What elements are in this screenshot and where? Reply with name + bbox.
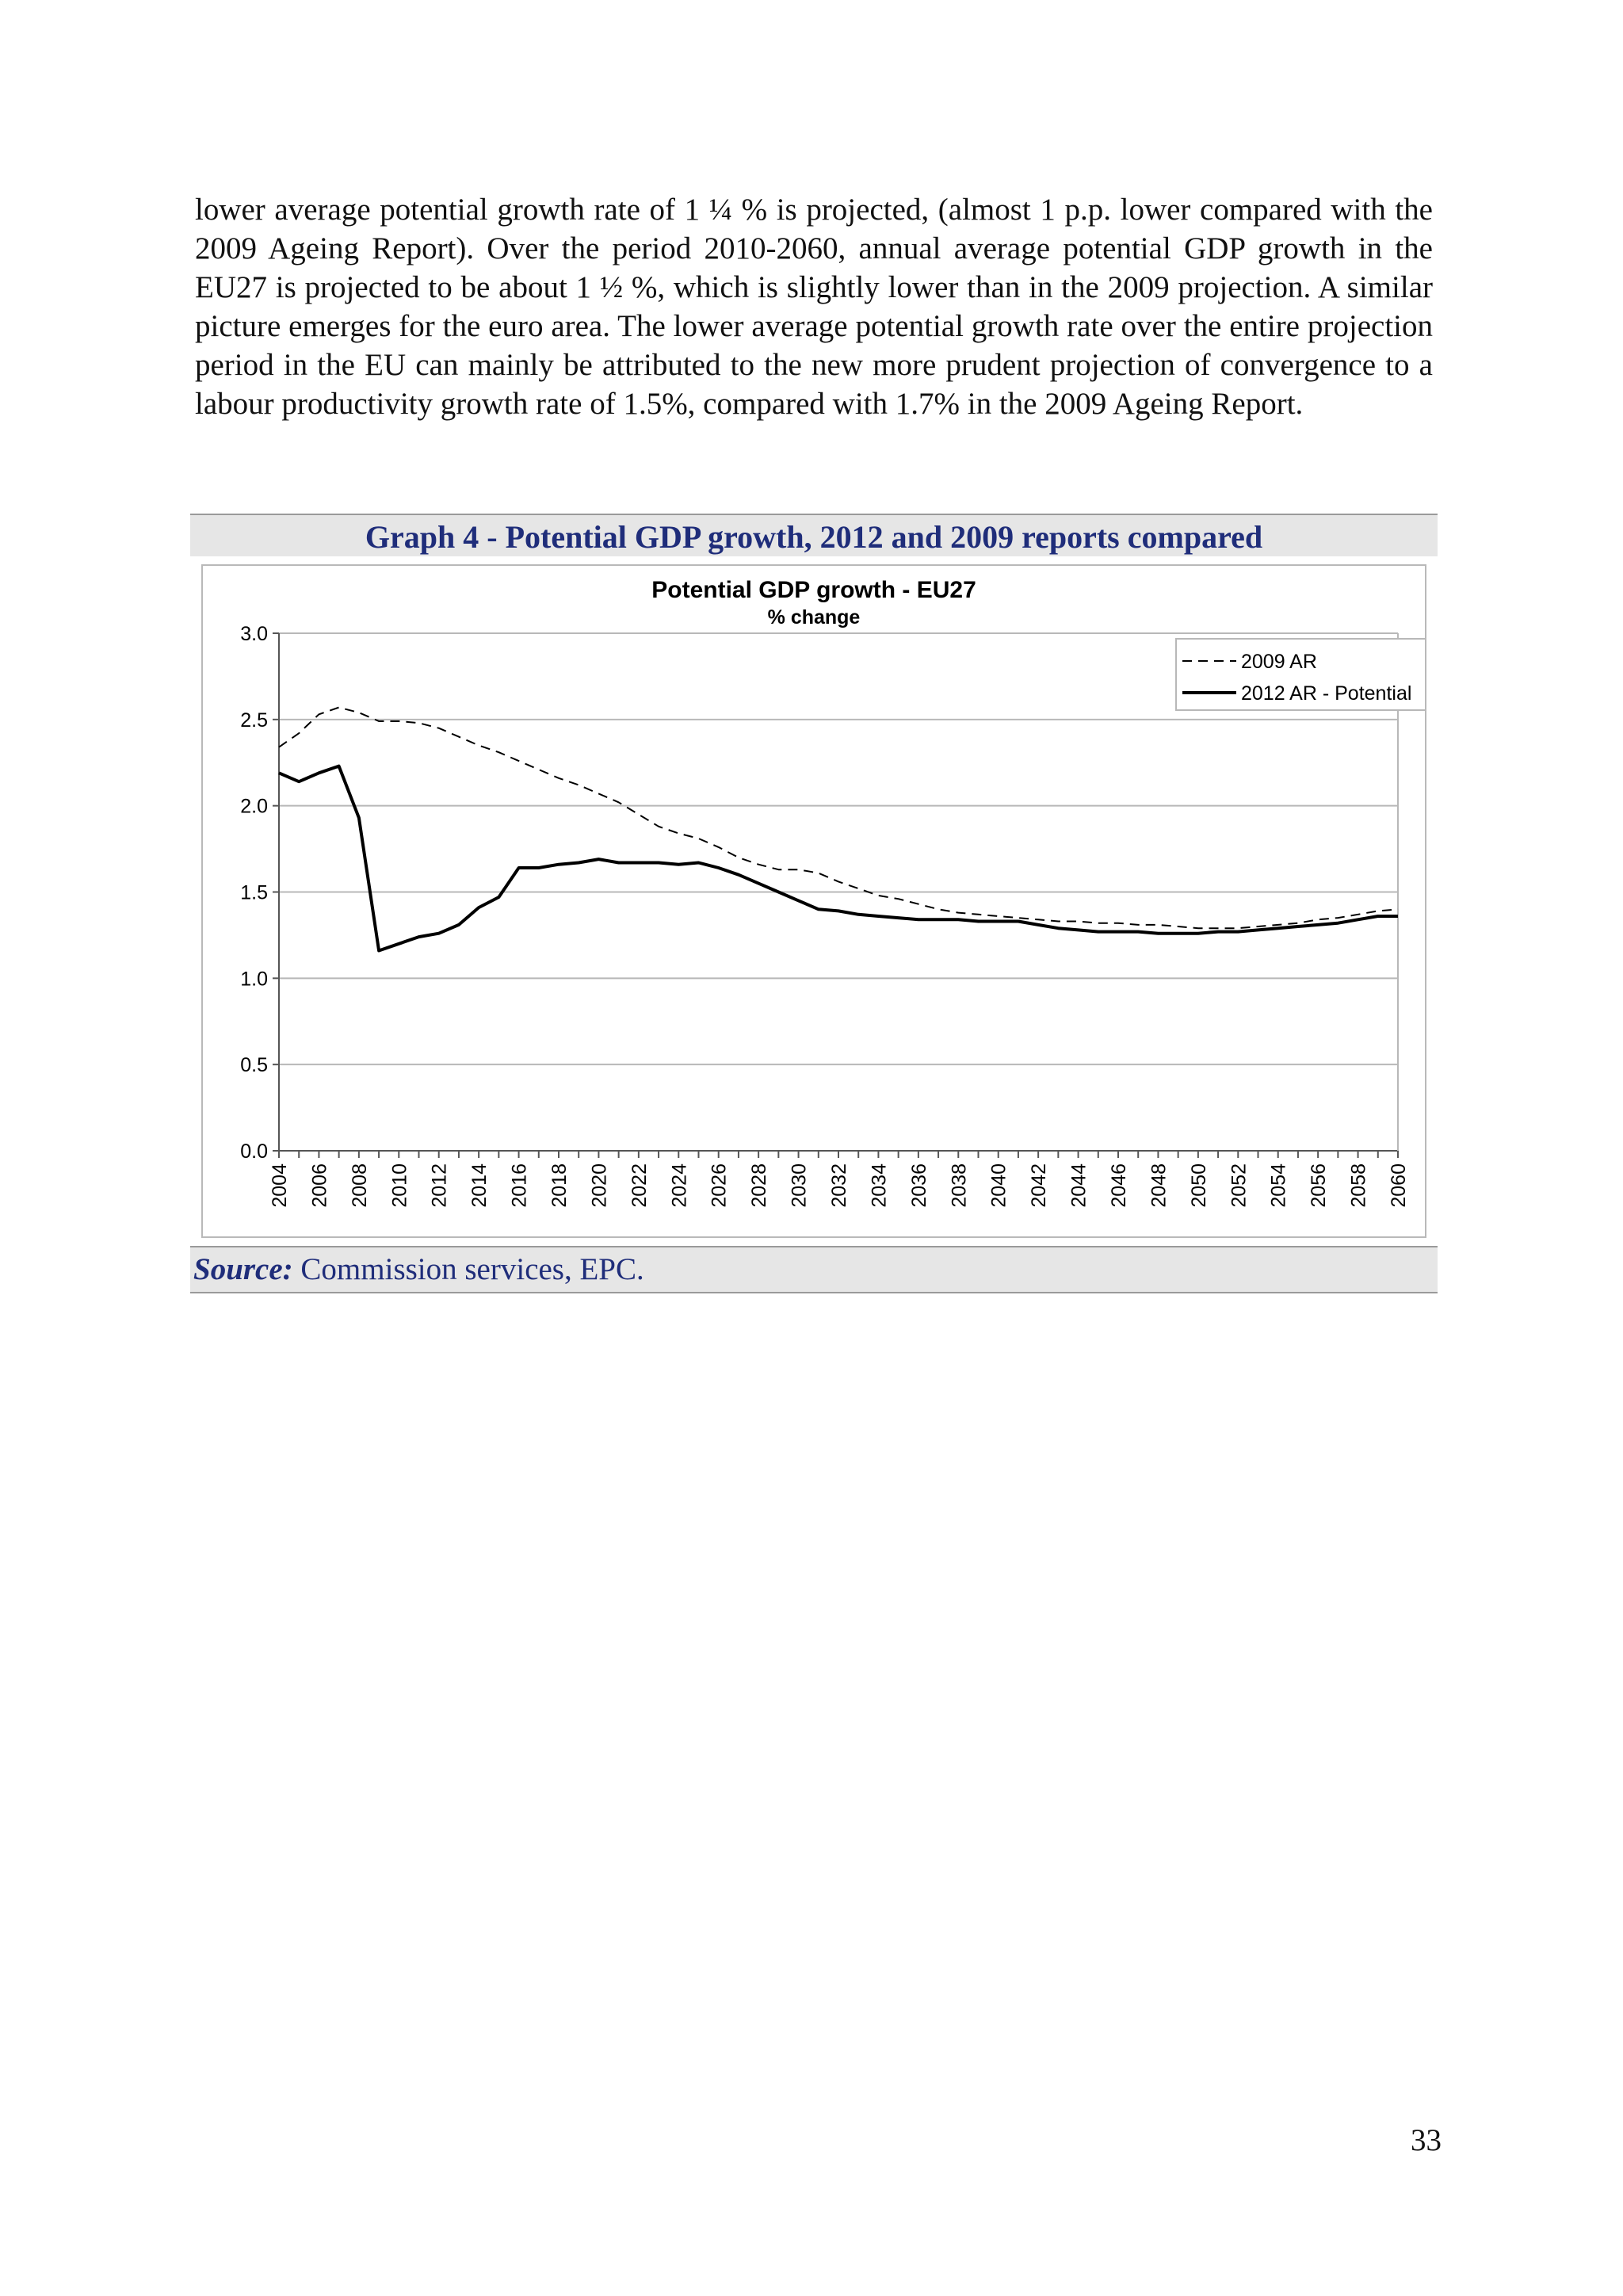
x-tick-label: 2024 — [668, 1163, 690, 1208]
chart-gridlines — [279, 632, 1398, 1066]
y-tick-label: 3.0 — [240, 623, 268, 645]
y-tick-label: 0.0 — [240, 1140, 268, 1163]
source-label: Source: — [193, 1252, 293, 1286]
x-tick-label: 2028 — [748, 1163, 770, 1208]
series-line-2012-ar-potential — [278, 764, 1398, 953]
x-tick-label: 2012 — [429, 1163, 451, 1208]
legend-label: 2012 AR - Potential — [1241, 682, 1411, 705]
x-tick-label: 2010 — [388, 1163, 411, 1208]
x-tick-label: 2006 — [308, 1163, 330, 1208]
series-line-2009-ar — [278, 706, 1399, 930]
x-tick-label: 2058 — [1348, 1163, 1370, 1208]
y-tick-label: 1.5 — [240, 882, 268, 904]
x-tick-label: 2054 — [1268, 1163, 1290, 1208]
chart-series — [278, 706, 1399, 953]
source-note: Source: Commission services, EPC. — [190, 1246, 1438, 1293]
chart-title: Potential GDP growth - EU27 — [651, 577, 976, 603]
legend-label: 2009 AR — [1241, 651, 1317, 673]
x-tick-label: 2034 — [868, 1163, 890, 1208]
y-tick-label: 0.5 — [240, 1054, 268, 1076]
x-tick-label: 2050 — [1188, 1163, 1210, 1208]
x-tick-label: 2056 — [1308, 1163, 1330, 1208]
y-tick-label: 1.0 — [240, 968, 268, 990]
chart-legend: 2009 AR 2012 AR - Potential — [1175, 638, 1425, 711]
x-tick-label: 2026 — [708, 1163, 731, 1208]
x-tick-label: 2016 — [509, 1163, 531, 1208]
x-tick-label: 2048 — [1148, 1163, 1170, 1208]
x-tick-label: 2020 — [588, 1163, 610, 1208]
x-tick-label: 2014 — [468, 1163, 491, 1208]
x-tick-label: 2046 — [1108, 1163, 1130, 1208]
x-tick-label: 2004 — [269, 1163, 291, 1208]
chart-frame: Potential GDP growth - EU27 % change 0.0… — [201, 564, 1426, 1238]
chart-subtitle: % change — [768, 606, 861, 628]
x-tick-label: 2008 — [349, 1163, 371, 1208]
graph-figure: Graph 4 - Potential GDP growth, 2012 and… — [190, 514, 1438, 1293]
graph-caption: Graph 4 - Potential GDP growth, 2012 and… — [190, 514, 1438, 556]
x-tick-label: 2018 — [548, 1163, 571, 1208]
x-tick-label: 2032 — [828, 1163, 850, 1208]
x-tick-label: 2036 — [908, 1163, 930, 1208]
page-number: 33 — [1411, 2123, 1442, 2157]
x-tick-label: 2022 — [628, 1163, 651, 1208]
y-tick-label: 2.0 — [240, 796, 268, 818]
legend-box — [1175, 638, 1425, 711]
x-tick-label: 2040 — [988, 1163, 1010, 1208]
y-tick-label: 2.5 — [240, 709, 268, 732]
x-tick-label: 2042 — [1028, 1163, 1050, 1208]
line-chart: Potential GDP growth - EU27 % change 0.0… — [240, 577, 1425, 1208]
chart-axes: 0.0 0.5 1.0 1.5 2.0 2.5 3.0 2004 2006 2008 2010 201… — [240, 623, 1410, 1208]
x-tick-label: 2052 — [1228, 1163, 1250, 1208]
body-paragraph: lower average potential growth rate of 1… — [195, 193, 1433, 421]
x-tick-label: 2038 — [948, 1163, 970, 1208]
x-tick-label: 2044 — [1068, 1163, 1090, 1208]
source-text: Commission services, EPC. — [292, 1252, 644, 1286]
x-tick-label: 2060 — [1388, 1163, 1410, 1208]
x-tick-label: 2030 — [789, 1163, 811, 1208]
